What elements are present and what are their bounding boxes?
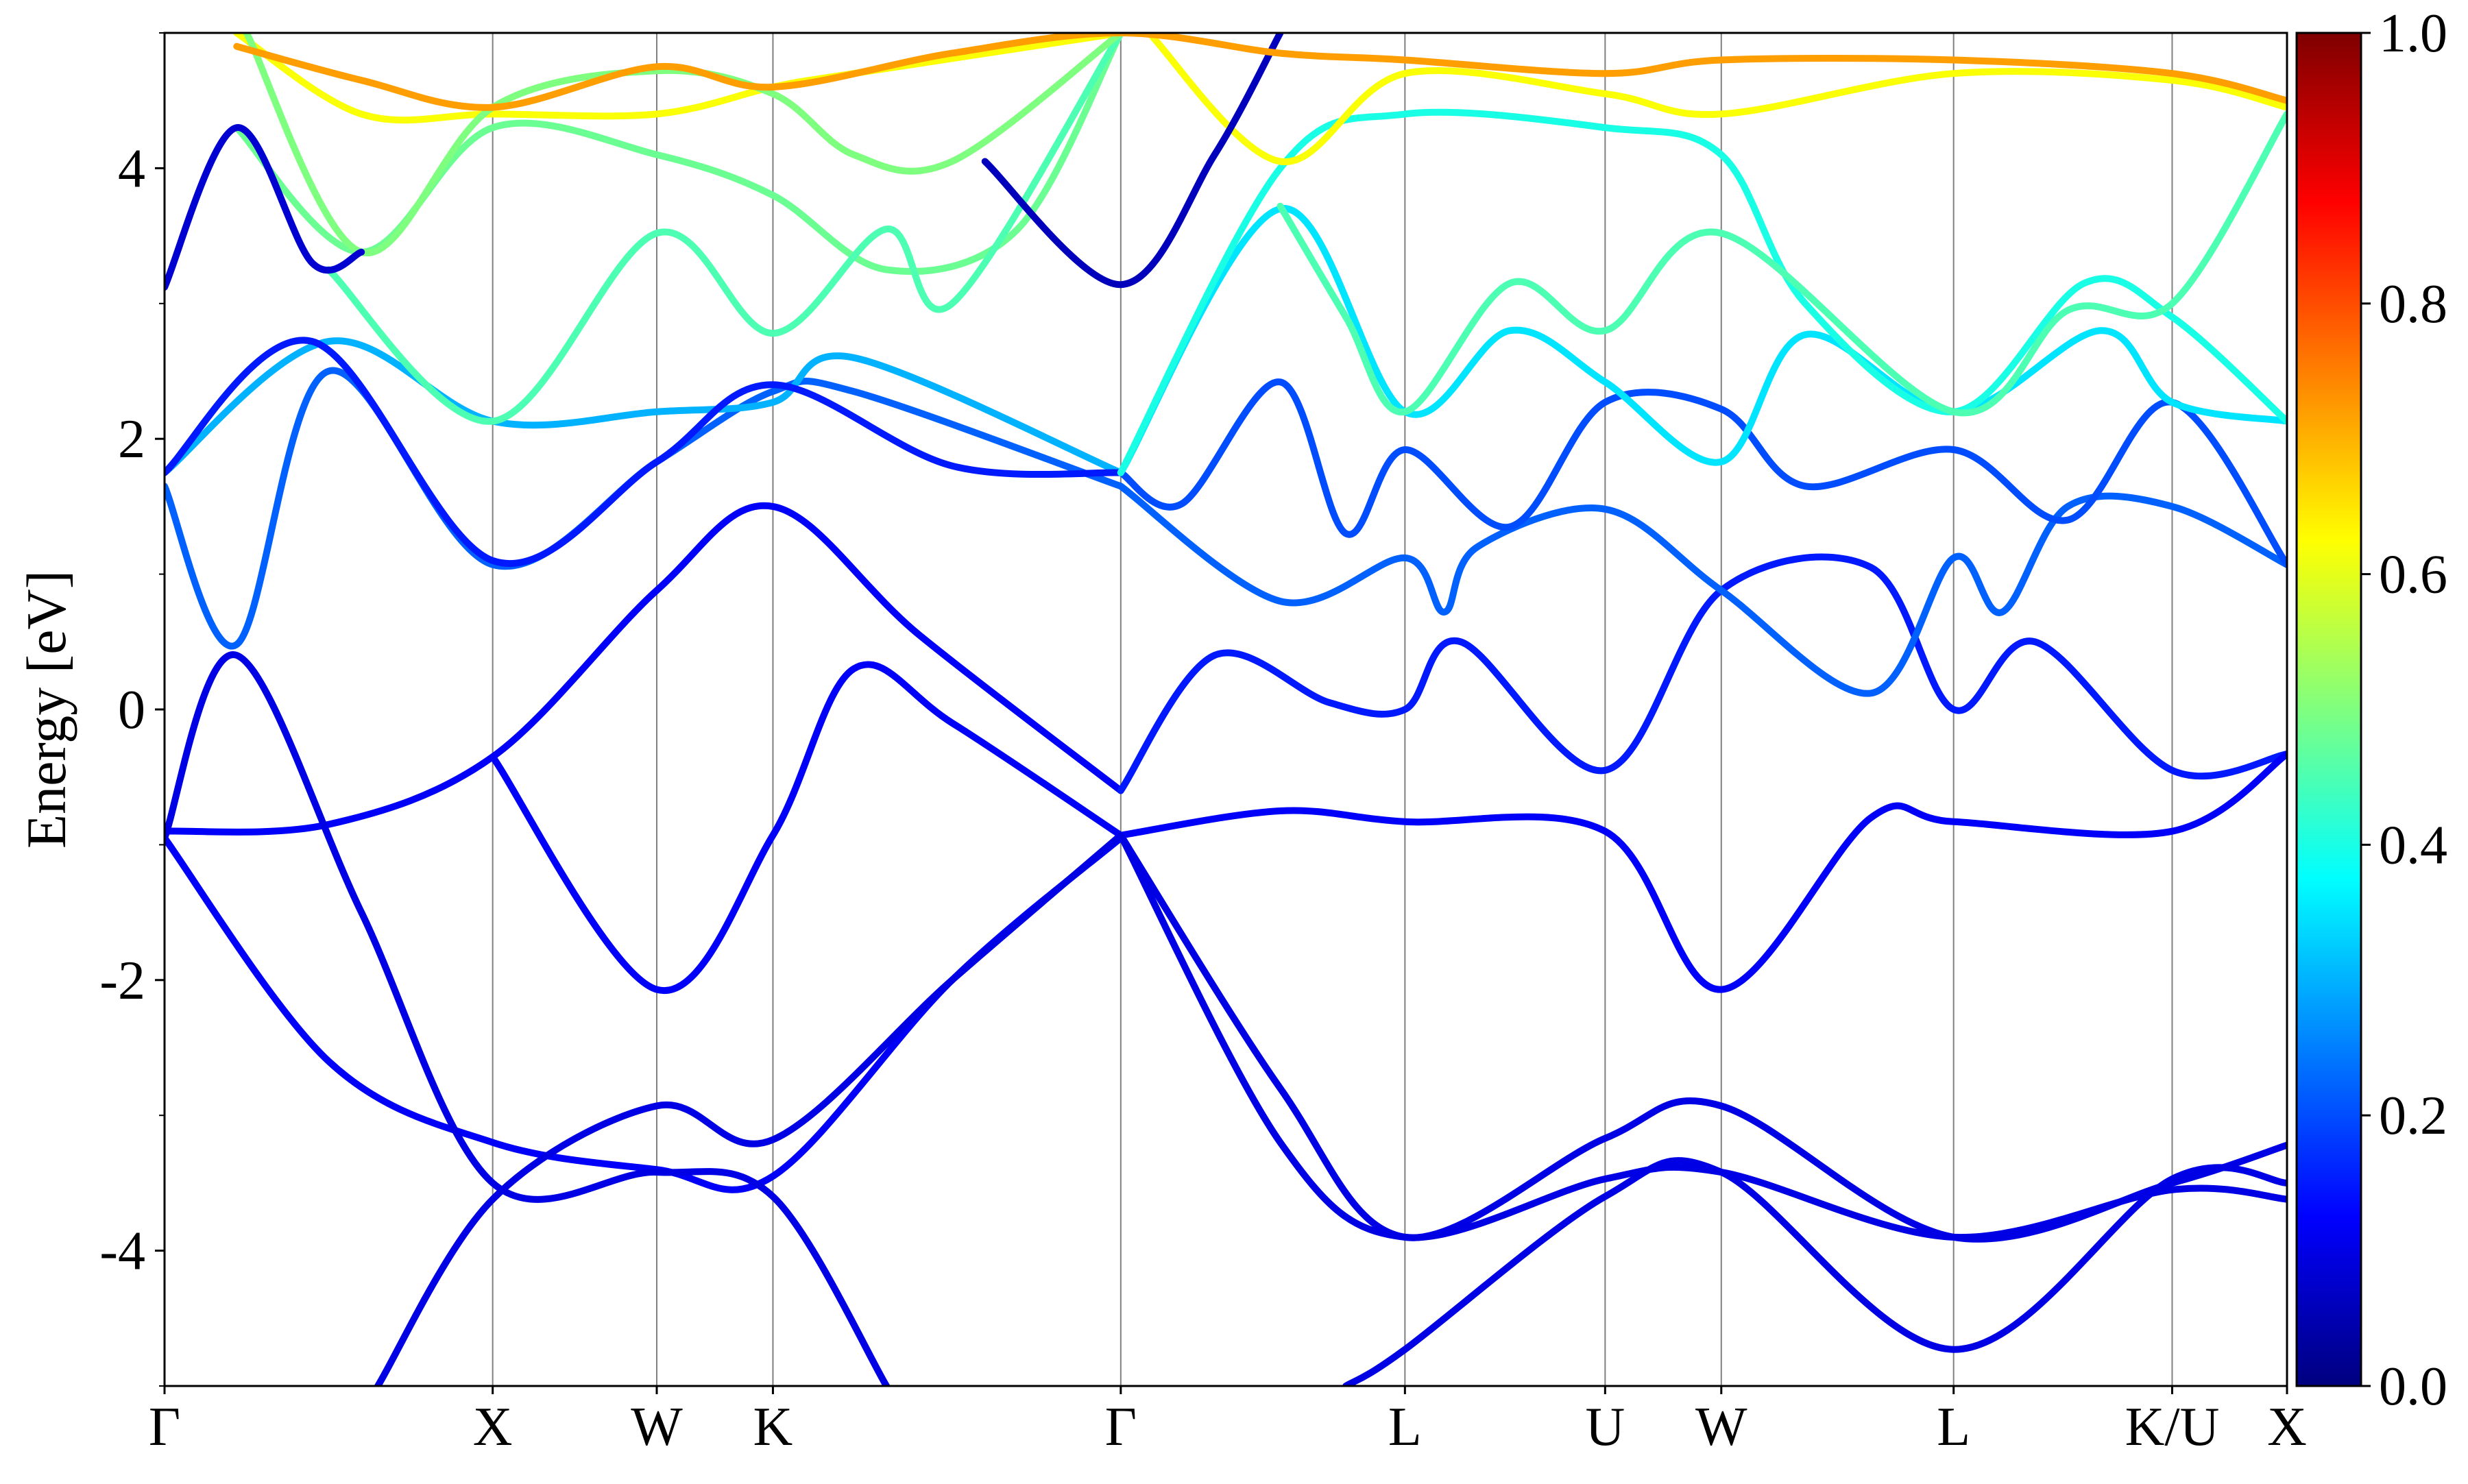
x-tick-label: Γ bbox=[1105, 1397, 1137, 1457]
band-line bbox=[165, 124, 365, 291]
x-tick-label: K bbox=[753, 1397, 793, 1457]
colorbar-tick-label: 0.6 bbox=[2379, 545, 2447, 605]
band-line bbox=[1117, 483, 2287, 697]
colorbar-gradient bbox=[2295, 32, 2362, 1387]
y-tick-label: 4 bbox=[118, 138, 145, 199]
x-tick-label: W bbox=[631, 1397, 683, 1457]
x-tick-label: W bbox=[1695, 1397, 1747, 1457]
colorbar-tick-label: 0.8 bbox=[2379, 274, 2447, 334]
x-tick-label: L bbox=[1937, 1397, 1970, 1457]
x-tick-label: Γ bbox=[149, 1397, 180, 1457]
band-line bbox=[165, 337, 1124, 476]
band-line bbox=[1117, 831, 2287, 1241]
band-line bbox=[233, 33, 2287, 111]
band-line bbox=[1277, 110, 2287, 417]
colorbar-tick-label: 1.0 bbox=[2379, 3, 2447, 64]
band-lines bbox=[165, 33, 2287, 1386]
y-axis: -4 -2 0 2 4 bbox=[99, 32, 165, 1387]
y-tick-label: 2 bbox=[118, 409, 145, 470]
x-tick-label: X bbox=[473, 1397, 513, 1457]
band-line bbox=[325, 33, 1124, 425]
y-tick-label: 0 bbox=[118, 680, 145, 740]
band-line bbox=[165, 337, 1124, 568]
x-tick-label: K/U bbox=[2125, 1397, 2220, 1457]
band-line bbox=[165, 502, 1124, 836]
y-tick-label: -4 bbox=[99, 1221, 145, 1282]
band-line bbox=[1117, 205, 2287, 476]
x-tick-label: L bbox=[1388, 1397, 1422, 1457]
band-line bbox=[165, 651, 891, 1386]
band-line bbox=[1117, 108, 2287, 476]
colorbar-tick-label: 0.4 bbox=[2379, 815, 2447, 875]
y-axis-label: Energy [eV] bbox=[15, 570, 77, 849]
y-tick-label: -2 bbox=[99, 951, 145, 1011]
band-line bbox=[981, 33, 1284, 289]
grid-lines bbox=[492, 33, 2173, 1386]
band-line bbox=[489, 661, 1124, 995]
colorbar-tick-label: 0.0 bbox=[2379, 1357, 2447, 1417]
band-line bbox=[165, 834, 1124, 1193]
x-tick-label: X bbox=[2267, 1397, 2307, 1457]
band-line bbox=[1117, 751, 2287, 993]
colorbar-tick-label: 0.2 bbox=[2379, 1086, 2447, 1146]
x-tick-label: U bbox=[1585, 1397, 1625, 1457]
band-line bbox=[1117, 831, 2287, 1243]
band-line bbox=[1146, 33, 2287, 165]
band-line bbox=[1117, 553, 2287, 794]
colorbar: 0.0 0.2 0.4 0.6 0.8 1.0 bbox=[2295, 3, 2447, 1417]
x-axis: Γ X W K Γ L U W L K/U X bbox=[149, 1386, 2307, 1457]
band-line bbox=[374, 831, 1124, 1386]
band-line bbox=[1117, 378, 2287, 568]
